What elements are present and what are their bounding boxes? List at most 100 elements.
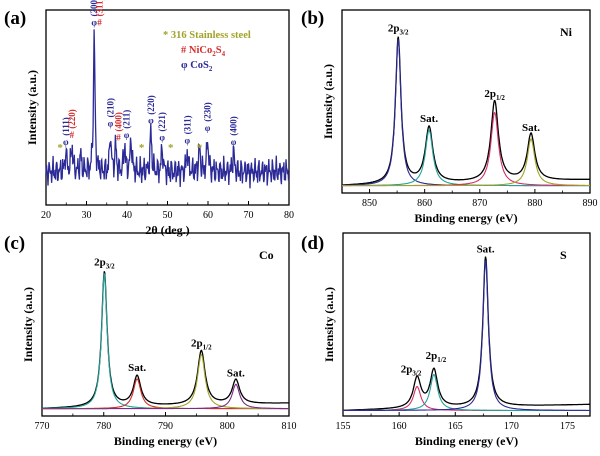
peak-index-label: (111) <box>61 117 71 136</box>
peak-index-label: (400) <box>229 116 239 136</box>
legend-entry: * 316 Stainless steel <box>163 30 251 41</box>
x-tick-label: 880 <box>527 198 542 209</box>
stainless-steel-marker: * <box>168 142 174 154</box>
fit-component-line <box>342 39 590 187</box>
x-tick-label: 890 <box>583 198 598 209</box>
peak-marker: φ <box>63 137 69 147</box>
fit-component-line <box>42 353 289 410</box>
x-tick-label: 800 <box>220 421 235 432</box>
stainless-steel-marker: * <box>57 142 63 154</box>
peak-index-label: (221) <box>157 112 167 132</box>
peak-label: 2p3/2 <box>401 363 422 377</box>
peak-index-label: (311) <box>182 115 192 134</box>
peak-index-label: (220) <box>67 109 77 129</box>
peak-marker: # <box>97 17 102 27</box>
peak-marker: φ <box>108 119 114 129</box>
peak-label: 2p3/2 <box>388 22 409 36</box>
peak-marker: φ <box>148 116 154 126</box>
peak-index-label: (220) <box>146 95 156 115</box>
peak-marker: φ <box>91 17 97 27</box>
x-tick-label: 780 <box>96 421 111 432</box>
x-tick-label: 60 <box>203 210 213 221</box>
fit-component-line <box>343 260 590 411</box>
spectrum-envelope <box>42 271 289 409</box>
x-tick-label: 175 <box>560 421 575 432</box>
fit-component-line <box>343 385 590 412</box>
peak-marker: φ <box>205 123 211 133</box>
x-tick-label: 850 <box>362 198 377 209</box>
peak-label: Sat. <box>477 243 495 255</box>
spectrum-envelope <box>342 36 590 186</box>
stainless-steel-marker: * <box>197 142 203 154</box>
chart-panel-d: 155 160 165 170 175 Binding energy (eV) Intens… <box>322 232 591 448</box>
x-axis-label: Binding energy (eV) <box>415 434 518 448</box>
x-tick-label: 170 <box>504 421 519 432</box>
x-tick-label: 20 <box>41 210 51 221</box>
y-axis-label: Intensity (a.u.) <box>321 64 335 139</box>
x-tick-label: 165 <box>448 421 463 432</box>
y-axis-label: Intensity (a.u.) <box>21 287 35 362</box>
x-tick-label: 860 <box>417 198 432 209</box>
y-axis-label: Intensity (a.u.) <box>322 287 336 362</box>
spectrum-envelope <box>343 256 590 411</box>
x-tick-label: 790 <box>158 421 173 432</box>
peak-label: Sat. <box>128 362 146 374</box>
fit-component-line <box>42 383 289 410</box>
element-label: Ni <box>560 25 573 39</box>
x-tick-label: 70 <box>244 210 254 221</box>
chart-panel-c: 770 780 790 800 810 Binding energy (eV) Intens… <box>21 232 297 448</box>
peak-label: 2p1/2 <box>426 350 447 364</box>
x-tick-label: 80 <box>284 210 294 221</box>
peak-index-label: (311) <box>94 0 104 16</box>
legend-entry: φ CoS2 <box>181 60 213 73</box>
peak-marker: φ <box>185 135 191 145</box>
peak-label: Sat. <box>227 367 245 379</box>
x-tick-label: 155 <box>336 421 351 432</box>
x-axis-label: Binding energy (eV) <box>414 211 517 225</box>
peak-marker: φ <box>124 130 130 140</box>
x-axis-label: 2θ (deg.) <box>145 223 189 237</box>
axes-frame <box>342 232 591 417</box>
peak-marker: # <box>70 130 75 140</box>
peak-index-label: (200) <box>89 0 99 16</box>
panel-label: (b) <box>301 8 324 29</box>
element-label: S <box>560 248 567 262</box>
panel-label: (d) <box>301 233 324 254</box>
stainless-steel-marker: * <box>139 142 145 154</box>
panel-label: (a) <box>4 8 26 29</box>
panel-label: (c) <box>4 233 25 254</box>
y-axis-label: Intensity (a.u.) <box>25 70 39 145</box>
peak-label: 2p1/2 <box>484 88 505 102</box>
element-label: Co <box>259 248 274 262</box>
x-tick-label: 870 <box>472 198 487 209</box>
peak-index-label: (211) <box>122 110 132 129</box>
peak-index-label: (230) <box>203 102 213 122</box>
peak-index-label: (400) <box>113 112 123 131</box>
axes-frame <box>41 232 290 417</box>
peak-label: Sat. <box>420 113 438 125</box>
chart-panel-a: 20 30 40 50 60 70 80 2θ (deg.) Intensity (a.u.) φ… <box>25 0 294 237</box>
x-tick-label: 30 <box>82 210 92 221</box>
fit-component-line <box>342 129 590 187</box>
x-tick-label: 810 <box>282 421 297 432</box>
x-axis-label: Binding energy (eV) <box>114 434 217 448</box>
peak-marker: φ <box>159 133 165 143</box>
peak-marker: # <box>116 133 121 143</box>
legend-entry: # NiCo2S4 <box>181 45 226 58</box>
x-tick-label: 50 <box>163 210 173 221</box>
peak-label: 2p3/2 <box>94 256 115 270</box>
x-tick-label: 160 <box>392 421 407 432</box>
spectrum-envelope <box>45 29 290 189</box>
fit-component-line <box>342 112 590 187</box>
fit-component-line <box>42 273 289 410</box>
peak-index-label: (210) <box>105 98 115 117</box>
chart-panel-b: 850 860 870 880 890 Binding energy (eV) Intens… <box>321 9 598 225</box>
peak-marker: φ <box>231 137 237 147</box>
x-tick-label: 770 <box>35 421 50 432</box>
axes-frame <box>341 9 591 194</box>
peak-label: Sat. <box>522 122 540 134</box>
peak-label: 2p1/2 <box>191 338 212 352</box>
x-tick-label: 40 <box>122 210 132 221</box>
fit-component-line <box>342 137 590 187</box>
